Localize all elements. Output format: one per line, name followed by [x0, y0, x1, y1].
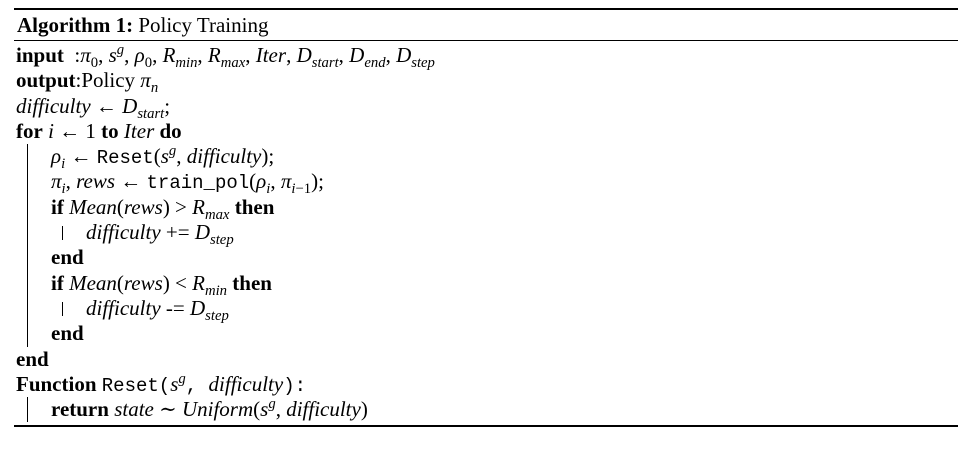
output-keyword: output	[16, 68, 76, 93]
algorithm-box: Algorithm 1: Policy Training input :π0, …	[14, 8, 958, 428]
line-decrement: difficulty -= Dstep	[14, 296, 958, 324]
line-end-if2: end	[14, 321, 958, 346]
line-output: output:Policy πn	[16, 68, 159, 97]
algorithm-title: Policy Training	[138, 13, 269, 37]
end-keyword: end	[51, 321, 84, 346]
line-input: input :π0, sg, ρ0, Rmin, Rmax, Iter, Dst…	[16, 42, 435, 72]
if2-body-bar	[62, 301, 63, 316]
line-increment: difficulty += Dstep	[14, 220, 958, 248]
line-return: return state ∼ Uniform(sg, difficulty)	[51, 396, 368, 422]
line-reset-call: ρi ← Reset(sg, difficulty);	[51, 143, 275, 173]
to-keyword: to	[101, 118, 119, 143]
do-keyword: do	[159, 118, 182, 143]
return-keyword: return	[51, 397, 109, 422]
for-body-bar	[27, 144, 28, 347]
end-keyword: end	[16, 346, 49, 371]
function-keyword: Function	[16, 371, 97, 396]
function-body-bar	[27, 397, 28, 423]
top-rule	[14, 8, 958, 10]
line-end-if1: end	[14, 245, 958, 270]
for-body: ρi ← Reset(sg, difficulty); πi, rews ← t…	[14, 143, 958, 347]
bottom-rule	[14, 425, 958, 428]
if-keyword: if	[51, 194, 64, 219]
for-keyword: for	[16, 118, 43, 143]
line-for: for i ← 1 to Iter do	[16, 118, 182, 143]
line-end-for: end	[14, 347, 958, 372]
end-keyword: end	[51, 245, 84, 270]
caption-rule	[14, 40, 958, 41]
if1-body-bar	[62, 226, 63, 241]
line-function: Function Reset(sg, difficulty):	[16, 370, 306, 397]
line-if2: if Mean(rews) < Rmin then	[51, 270, 272, 299]
line-train-call: πi, rews ← train_pol(ρi, πi−1);	[51, 169, 324, 198]
then-keyword: then	[232, 270, 272, 295]
function-body: return state ∼ Uniform(sg, difficulty)	[14, 396, 958, 423]
line-init: difficulty ← Dstart;	[16, 93, 171, 122]
iter-var: Iter	[123, 118, 155, 143]
algorithm-caption: Algorithm 1: Policy Training	[14, 10, 958, 40]
then-keyword: then	[234, 194, 275, 219]
algorithm-label: Algorithm 1:	[17, 13, 134, 37]
input-keyword: input	[16, 43, 64, 67]
algorithm-body: input :π0, sg, ρ0, Rmin, Rmax, Iter, Dst…	[14, 41, 958, 423]
if-keyword: if	[51, 270, 64, 295]
line-if1: if Mean(rews) > Rmax then	[51, 194, 275, 223]
